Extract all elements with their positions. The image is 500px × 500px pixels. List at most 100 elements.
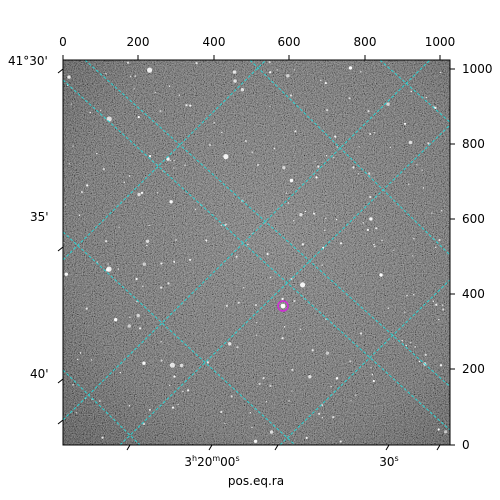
star (403, 122, 407, 125)
star (321, 264, 323, 266)
star (410, 90, 412, 93)
star (401, 340, 403, 342)
star (381, 239, 383, 241)
star (160, 341, 162, 343)
star (96, 152, 98, 155)
star (288, 400, 290, 402)
star (273, 147, 275, 150)
star (392, 249, 394, 252)
star (99, 400, 101, 402)
star (105, 73, 107, 75)
star (169, 362, 175, 368)
axis-tick (57, 68, 64, 74)
star (175, 239, 177, 241)
star (166, 157, 170, 161)
star (333, 157, 335, 159)
star (289, 94, 293, 97)
star (64, 204, 67, 206)
star (224, 422, 226, 425)
grid-line (249, 60, 450, 256)
star (253, 439, 258, 443)
star (325, 155, 328, 157)
star (265, 400, 268, 403)
star (237, 301, 240, 304)
star (431, 212, 433, 214)
top-tick-label: 600 (277, 35, 301, 49)
dec-tick-label: 40' (30, 367, 49, 381)
star (220, 410, 223, 414)
star (187, 389, 190, 392)
star (432, 300, 435, 302)
star (139, 327, 142, 330)
star (177, 403, 179, 406)
star (225, 304, 228, 307)
top-tick-label: 400 (202, 35, 226, 49)
star (369, 195, 372, 199)
star (118, 226, 120, 228)
star (189, 258, 192, 261)
star (194, 208, 197, 211)
star (418, 360, 421, 363)
right-tick-label: 800 (462, 137, 485, 151)
star (129, 75, 132, 78)
star (123, 181, 126, 184)
star (89, 111, 91, 114)
star (321, 416, 323, 419)
star (330, 386, 332, 388)
star (149, 155, 152, 158)
star (373, 132, 376, 134)
star (167, 282, 170, 285)
star (359, 332, 363, 335)
star (389, 146, 392, 148)
star (352, 166, 355, 169)
star (435, 303, 438, 306)
star (206, 361, 209, 364)
star (256, 163, 260, 167)
star (117, 268, 120, 270)
star (255, 322, 258, 324)
star (205, 239, 208, 242)
top-tick-label: 0 (59, 35, 67, 49)
dec-tick-label: 35' (30, 210, 49, 224)
star (154, 91, 157, 94)
star (146, 244, 148, 247)
star (134, 75, 136, 77)
star (173, 375, 176, 378)
star (119, 371, 122, 374)
star (142, 285, 144, 287)
star (336, 377, 339, 380)
star (105, 240, 108, 243)
right-tick-label: 0 (462, 438, 470, 452)
star (142, 361, 146, 365)
star (287, 202, 290, 204)
right-tick-label: 1000 (462, 62, 493, 76)
star (404, 311, 406, 313)
grid-line (63, 79, 450, 431)
star (413, 238, 415, 240)
star (251, 151, 253, 153)
star (269, 384, 272, 387)
star (243, 287, 245, 289)
star (96, 261, 99, 263)
star (442, 304, 444, 306)
star (77, 358, 79, 361)
star (299, 213, 303, 217)
star (169, 159, 171, 162)
star (101, 436, 104, 439)
star (439, 364, 443, 367)
star (221, 131, 223, 134)
star (160, 286, 163, 289)
star (386, 102, 390, 106)
star-field (63, 61, 448, 443)
star (304, 210, 307, 213)
star (126, 61, 130, 64)
star (169, 384, 171, 387)
grid-line (119, 124, 450, 445)
star (387, 307, 389, 309)
star (357, 173, 360, 175)
star (325, 351, 330, 355)
star (145, 239, 150, 243)
top-tick-label: 800 (353, 35, 377, 49)
star (173, 159, 175, 162)
